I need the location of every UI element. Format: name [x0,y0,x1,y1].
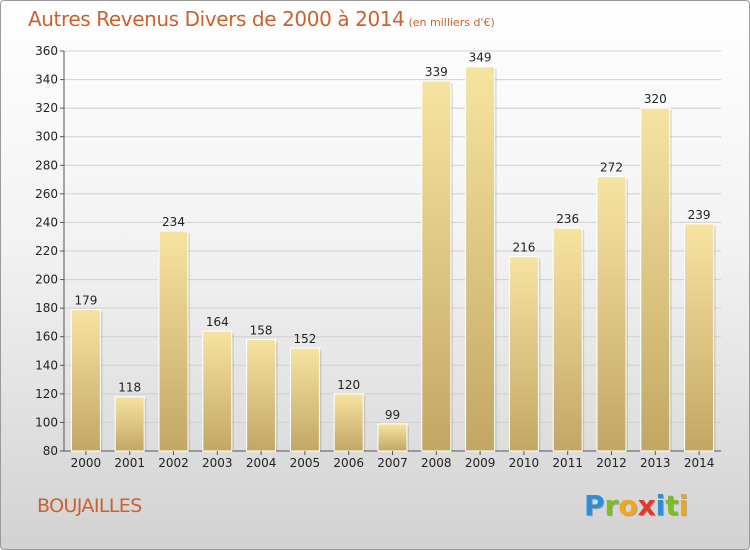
x-tick-label: 2008 [421,456,452,470]
bar-value-label: 272 [600,161,623,175]
x-tick-label: 2006 [333,456,364,470]
bar-value-label: 216 [512,241,535,255]
y-tick-label: 260 [35,187,58,201]
bar-value-label: 118 [118,381,141,395]
bar-value-label: 239 [688,208,711,222]
x-tick-label: 2003 [202,456,233,470]
x-tick-label: 2002 [158,456,189,470]
y-tick-label: 140 [35,358,58,372]
y-tick-label: 300 [35,130,58,144]
logo-letter: i [678,489,689,522]
y-tick-label: 80 [43,444,58,458]
y-tick-label: 180 [35,301,58,315]
y-tick-label: 120 [35,387,58,401]
location-label: BOUJAILLES [37,495,142,517]
bar [246,339,277,452]
x-tick-label: 2014 [684,456,715,470]
x-tick-label: 2010 [509,456,540,470]
y-tick-label: 360 [35,44,58,58]
x-tick-label: 2012 [596,456,627,470]
y-tick-label: 220 [35,244,58,258]
x-tick-label: 2000 [71,456,102,470]
logo-letter: r [604,489,619,522]
bar-value-label: 236 [556,212,579,226]
y-tick-label: 340 [35,73,58,87]
bar [202,330,233,452]
bar [377,423,408,452]
bar [640,107,671,452]
bar [465,66,496,452]
y-tick-label: 100 [35,415,58,429]
bar-value-label: 349 [469,51,492,65]
logo-letter: P [584,489,605,522]
x-tick-label: 2005 [290,456,321,470]
bar [421,80,452,452]
bar [114,396,145,452]
x-tick-label: 2011 [552,456,583,470]
logo-letter: i [655,489,666,522]
x-tick-label: 2004 [246,456,277,470]
x-tick-label: 2001 [114,456,145,470]
proxiti-logo: Proxiti [584,489,688,522]
bar [508,256,539,452]
bar-value-label: 99 [385,408,400,422]
y-tick-label: 160 [35,330,58,344]
bar-value-label: 339 [425,65,448,79]
bar [552,227,583,452]
bar [158,230,189,452]
bar [289,347,320,452]
x-tick-label: 2007 [377,456,408,470]
bar [596,176,627,452]
logo-letter: t [665,489,679,522]
y-tick-label: 280 [35,158,58,172]
x-tick-label: 2013 [640,456,671,470]
bar-value-label: 164 [206,315,229,329]
y-tick-label: 320 [35,101,58,115]
bar-value-label: 158 [250,324,273,338]
bar-value-label: 152 [293,332,316,346]
bar [684,223,715,452]
chart-title: Autres Revenus Divers de 2000 à 2014 (en … [28,7,495,31]
logo-letter: o [618,489,638,522]
bar-value-label: 234 [162,215,185,229]
bar-value-label: 320 [644,92,667,106]
logo-letter: x [637,489,656,522]
bar-value-label: 120 [337,378,360,392]
bar [70,309,101,452]
bar [333,393,364,452]
y-tick-label: 240 [35,215,58,229]
x-tick-label: 2009 [465,456,496,470]
bar-value-label: 179 [74,294,97,308]
y-tick-label: 200 [35,273,58,287]
chart-title-text: Autres Revenus Divers de 2000 à 2014 [28,7,405,31]
chart-title-unit: (en milliers d'€) [408,16,495,29]
